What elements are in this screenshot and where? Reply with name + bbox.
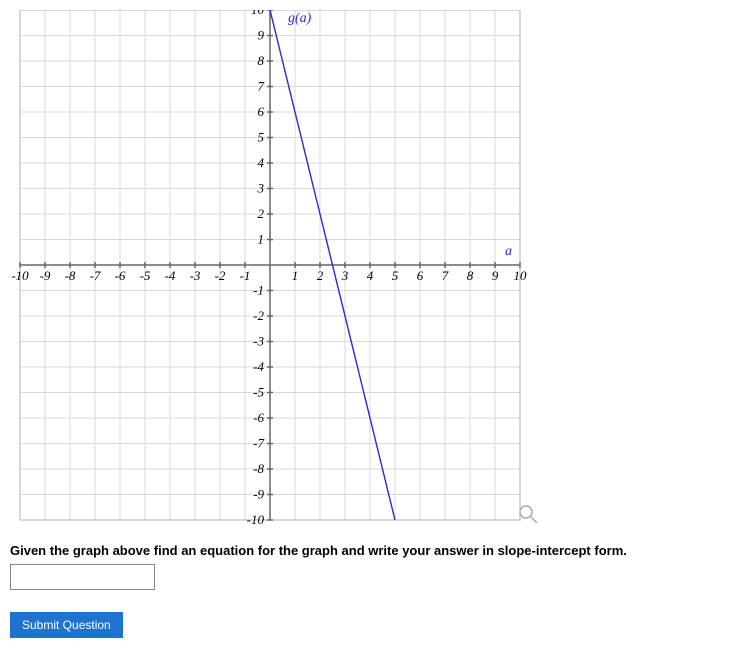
svg-text:-5: -5 [140, 268, 151, 283]
svg-text:2: 2 [317, 268, 324, 283]
svg-text:-2: -2 [215, 268, 226, 283]
svg-text:2: 2 [258, 206, 265, 221]
svg-text:g(a): g(a) [288, 11, 312, 26]
svg-text:10: 10 [514, 268, 528, 283]
svg-text:6: 6 [258, 104, 265, 119]
svg-text:6: 6 [417, 268, 424, 283]
svg-text:-9: -9 [253, 487, 264, 502]
svg-text:1: 1 [292, 268, 299, 283]
svg-text:1: 1 [258, 232, 265, 247]
svg-text:3: 3 [341, 268, 349, 283]
svg-text:-6: -6 [253, 410, 264, 425]
svg-text:8: 8 [258, 53, 265, 68]
svg-text:7: 7 [442, 268, 449, 283]
svg-text:4: 4 [258, 155, 265, 170]
svg-text:-7: -7 [253, 436, 264, 451]
svg-text:-1: -1 [240, 268, 251, 283]
svg-text:10: 10 [251, 10, 265, 17]
question-prompt: Given the graph above find an equation f… [10, 543, 728, 558]
svg-text:7: 7 [258, 79, 265, 94]
svg-text:-4: -4 [165, 268, 176, 283]
svg-text:4: 4 [367, 268, 374, 283]
svg-text:-2: -2 [253, 308, 264, 323]
answer-input[interactable] [10, 564, 155, 590]
svg-text:a: a [505, 244, 512, 259]
svg-text:5: 5 [258, 130, 265, 145]
svg-text:-6: -6 [115, 268, 126, 283]
graph-panel: -10-9-8-7-6-5-4-3-2-112345678910-10-9-8-… [10, 10, 530, 535]
svg-text:-5: -5 [253, 385, 264, 400]
svg-text:-8: -8 [65, 268, 76, 283]
svg-text:-3: -3 [253, 334, 264, 349]
svg-text:9: 9 [258, 28, 265, 43]
svg-text:-8: -8 [253, 461, 264, 476]
svg-text:-9: -9 [40, 268, 51, 283]
svg-text:8: 8 [467, 268, 474, 283]
svg-text:3: 3 [257, 181, 265, 196]
svg-text:-10: -10 [247, 512, 265, 527]
submit-button[interactable]: Submit Question [10, 612, 123, 638]
svg-text:-4: -4 [253, 359, 264, 374]
svg-text:5: 5 [392, 268, 399, 283]
svg-text:9: 9 [492, 268, 499, 283]
coordinate-graph: -10-9-8-7-6-5-4-3-2-112345678910-10-9-8-… [10, 10, 550, 535]
svg-text:-7: -7 [90, 268, 101, 283]
svg-text:-10: -10 [11, 268, 29, 283]
svg-text:-3: -3 [190, 268, 201, 283]
svg-text:-1: -1 [253, 283, 264, 298]
